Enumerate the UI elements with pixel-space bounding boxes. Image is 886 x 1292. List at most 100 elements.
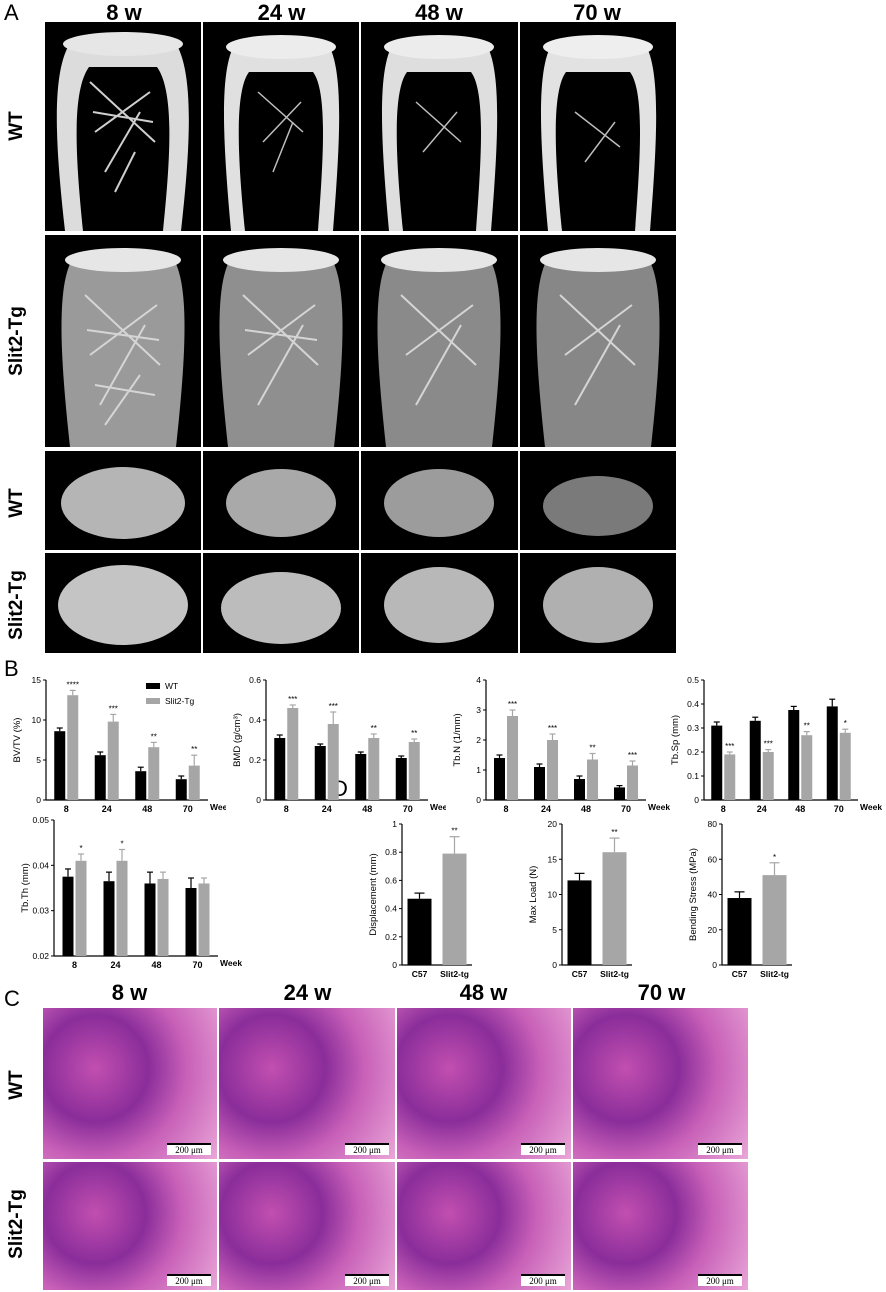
row-label-tg-cross: Slit2-Tg xyxy=(6,570,27,640)
y-tick-label: 0.8 xyxy=(385,847,397,857)
he-image-tg-8w: 200 μm xyxy=(43,1162,217,1290)
scale-bar: 200 μm xyxy=(345,1143,389,1155)
legend-label: WT xyxy=(165,681,178,691)
significance-label: * xyxy=(773,853,776,862)
bar-tg xyxy=(627,765,638,800)
microct-cross-tg-8w xyxy=(45,553,201,653)
x-tick-label: 48 xyxy=(362,804,372,813)
y-tick-label: 0.1 xyxy=(687,771,699,781)
he-week-header-24: 24 w xyxy=(283,980,332,1005)
y-tick-label: 0.4 xyxy=(687,699,699,709)
y-tick-label: 0 xyxy=(712,960,717,970)
y-tick-label: 80 xyxy=(708,819,718,829)
x-tick-label: Slit2-tg xyxy=(760,969,789,979)
x-tick-label: 8 xyxy=(503,804,508,813)
he-week-header-8: 8 w xyxy=(111,980,148,1005)
scale-bar: 200 μm xyxy=(167,1274,211,1286)
significance-label: ** xyxy=(611,828,617,837)
y-tick-label: 0 xyxy=(694,795,699,805)
significance-label: * xyxy=(844,719,847,728)
y-tick-label: 0 xyxy=(476,795,481,805)
x-tick-label: 24 xyxy=(541,804,551,813)
y-axis-label: Bending Stress (MPa) xyxy=(688,848,699,941)
week-header-48: 48 w xyxy=(415,0,463,25)
y-tick-label: 0 xyxy=(552,960,557,970)
legend-label: Slit2-Tg xyxy=(165,696,195,706)
week-header-24: 24 w xyxy=(257,0,306,25)
bar-wt xyxy=(614,787,625,800)
bar-tg xyxy=(762,752,774,800)
microct-cross-wt-48w xyxy=(361,451,518,550)
microct-cross-tg-48w xyxy=(361,553,518,653)
he-image-tg-70w: 200 μm xyxy=(573,1162,748,1290)
bar-slit2-tg xyxy=(762,875,787,965)
x-tick-label: 24 xyxy=(102,804,112,813)
significance-label: *** xyxy=(109,704,118,713)
bar-wt xyxy=(788,710,800,800)
chart-bv-tv: 0 5 10 15 BV/TV (%) **** 8 *** 24 ** 48 ** 70 Week WT S… xyxy=(12,675,226,813)
bar-tg xyxy=(67,695,79,800)
scale-bar: 200 μm xyxy=(698,1143,742,1155)
y-tick-label: 2 xyxy=(476,735,481,745)
bar-c57 xyxy=(567,880,592,965)
bar-wt xyxy=(185,888,197,956)
bar-wt xyxy=(144,883,156,956)
y-tick-label: 15 xyxy=(32,675,42,685)
bar-slit2-tg xyxy=(602,852,627,965)
y-tick-label: 0.2 xyxy=(385,932,397,942)
bar-tg xyxy=(75,860,87,956)
significance-label: *** xyxy=(288,695,297,704)
x-tick-label: 24 xyxy=(110,960,120,970)
y-tick-label: 10 xyxy=(548,890,558,900)
x-tick-label: 70 xyxy=(183,804,193,813)
y-axis-label: BV/TV (%) xyxy=(12,718,23,763)
y-axis-label: Max Load (N) xyxy=(528,866,539,924)
y-tick-label: 0.6 xyxy=(385,875,397,885)
bar-tg xyxy=(587,759,598,800)
x-tick-label: 8 xyxy=(72,960,77,970)
bar-tg xyxy=(148,747,160,800)
microct-wt-70w xyxy=(520,22,676,231)
microct-cross-wt-70w xyxy=(520,451,676,550)
y-tick-label: 20 xyxy=(548,819,558,829)
microct-cross-tg-24w xyxy=(203,553,359,653)
bar-tg xyxy=(839,732,851,800)
y-tick-label: 0 xyxy=(256,795,261,805)
bar-wt xyxy=(62,876,74,956)
x-tick-label: C57 xyxy=(732,969,748,979)
significance-label: **** xyxy=(67,680,79,689)
y-tick-label: 0.03 xyxy=(32,906,49,916)
bar-wt xyxy=(54,731,66,800)
microct-cross-wt-8w xyxy=(45,451,201,550)
scale-bar: 200 μm xyxy=(698,1274,742,1286)
x-axis-label: Week xyxy=(210,802,226,812)
y-axis-label: Tb.Sp (mm) xyxy=(670,715,681,765)
significance-label: *** xyxy=(764,740,773,749)
y-tick-label: 0 xyxy=(392,960,397,970)
microct-wt-24w xyxy=(203,22,359,231)
y-tick-label: 0.5 xyxy=(687,675,699,685)
y-tick-label: 20 xyxy=(708,925,718,935)
significance-label: ** xyxy=(589,744,595,753)
significance-label: ** xyxy=(804,722,810,731)
x-tick-label: 70 xyxy=(834,804,844,813)
bar-tg xyxy=(116,860,128,956)
x-tick-label: 48 xyxy=(581,804,591,813)
scale-bar: 200 μm xyxy=(167,1143,211,1155)
bar-wt xyxy=(534,767,545,800)
chart-displacement: 0 0.2 0.4 0.6 0.8 1 Displacement (mm) C57 ** Slit… xyxy=(368,819,472,979)
x-tick-label: 70 xyxy=(192,960,202,970)
microct-tg-70w xyxy=(520,235,676,447)
bar-wt xyxy=(574,779,585,800)
y-tick-label: 3 xyxy=(476,705,481,715)
week-header-70: 70 w xyxy=(573,0,621,25)
he-week-header-70: 70 w xyxy=(637,980,686,1005)
bar-c57 xyxy=(727,898,752,965)
significance-label: *** xyxy=(725,742,734,751)
panel-label-b: B xyxy=(4,656,19,681)
y-tick-label: 0 xyxy=(36,795,41,805)
significance-label: *** xyxy=(329,702,338,711)
week-header-8: 8 w xyxy=(106,0,142,25)
microct-wt-48w xyxy=(361,22,518,231)
bar-tg xyxy=(408,742,420,800)
